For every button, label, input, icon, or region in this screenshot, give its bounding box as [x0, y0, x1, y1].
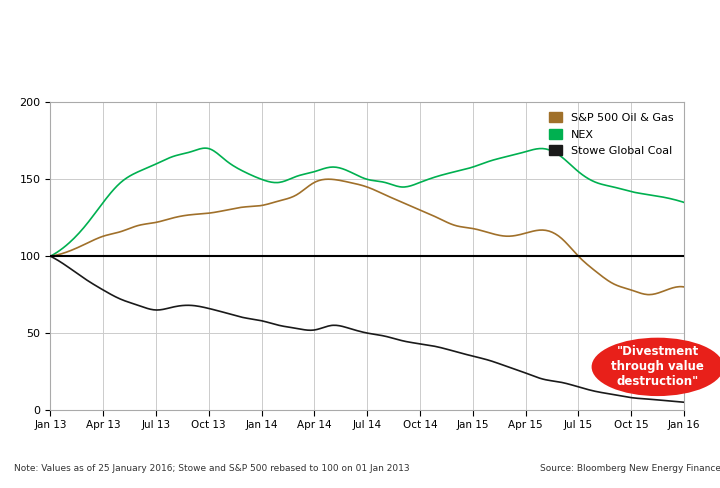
Text: NEW ENERGY FINANCE: NEW ENERGY FINANCE [634, 57, 720, 66]
Ellipse shape [592, 338, 720, 396]
Text: Note: Values as of 25 January 2016; Stowe and S&P 500 rebased to 100 on 01 Jan 2: Note: Values as of 25 January 2016; Stow… [14, 465, 410, 473]
Text: Source: Bloomberg New Energy Finance: Source: Bloomberg New Energy Finance [540, 465, 720, 473]
Text: "Divestment
through value
destruction": "Divestment through value destruction" [611, 346, 704, 388]
Text: NEX CLEAN ENERGY INDEX 2013 – 2016 YTD: NEX CLEAN ENERGY INDEX 2013 – 2016 YTD [14, 34, 562, 54]
Text: Bloomberg: Bloomberg [634, 22, 720, 40]
Legend: S&P 500 Oil & Gas, NEX, Stowe Global Coal: S&P 500 Oil & Gas, NEX, Stowe Global Coa… [545, 108, 678, 161]
